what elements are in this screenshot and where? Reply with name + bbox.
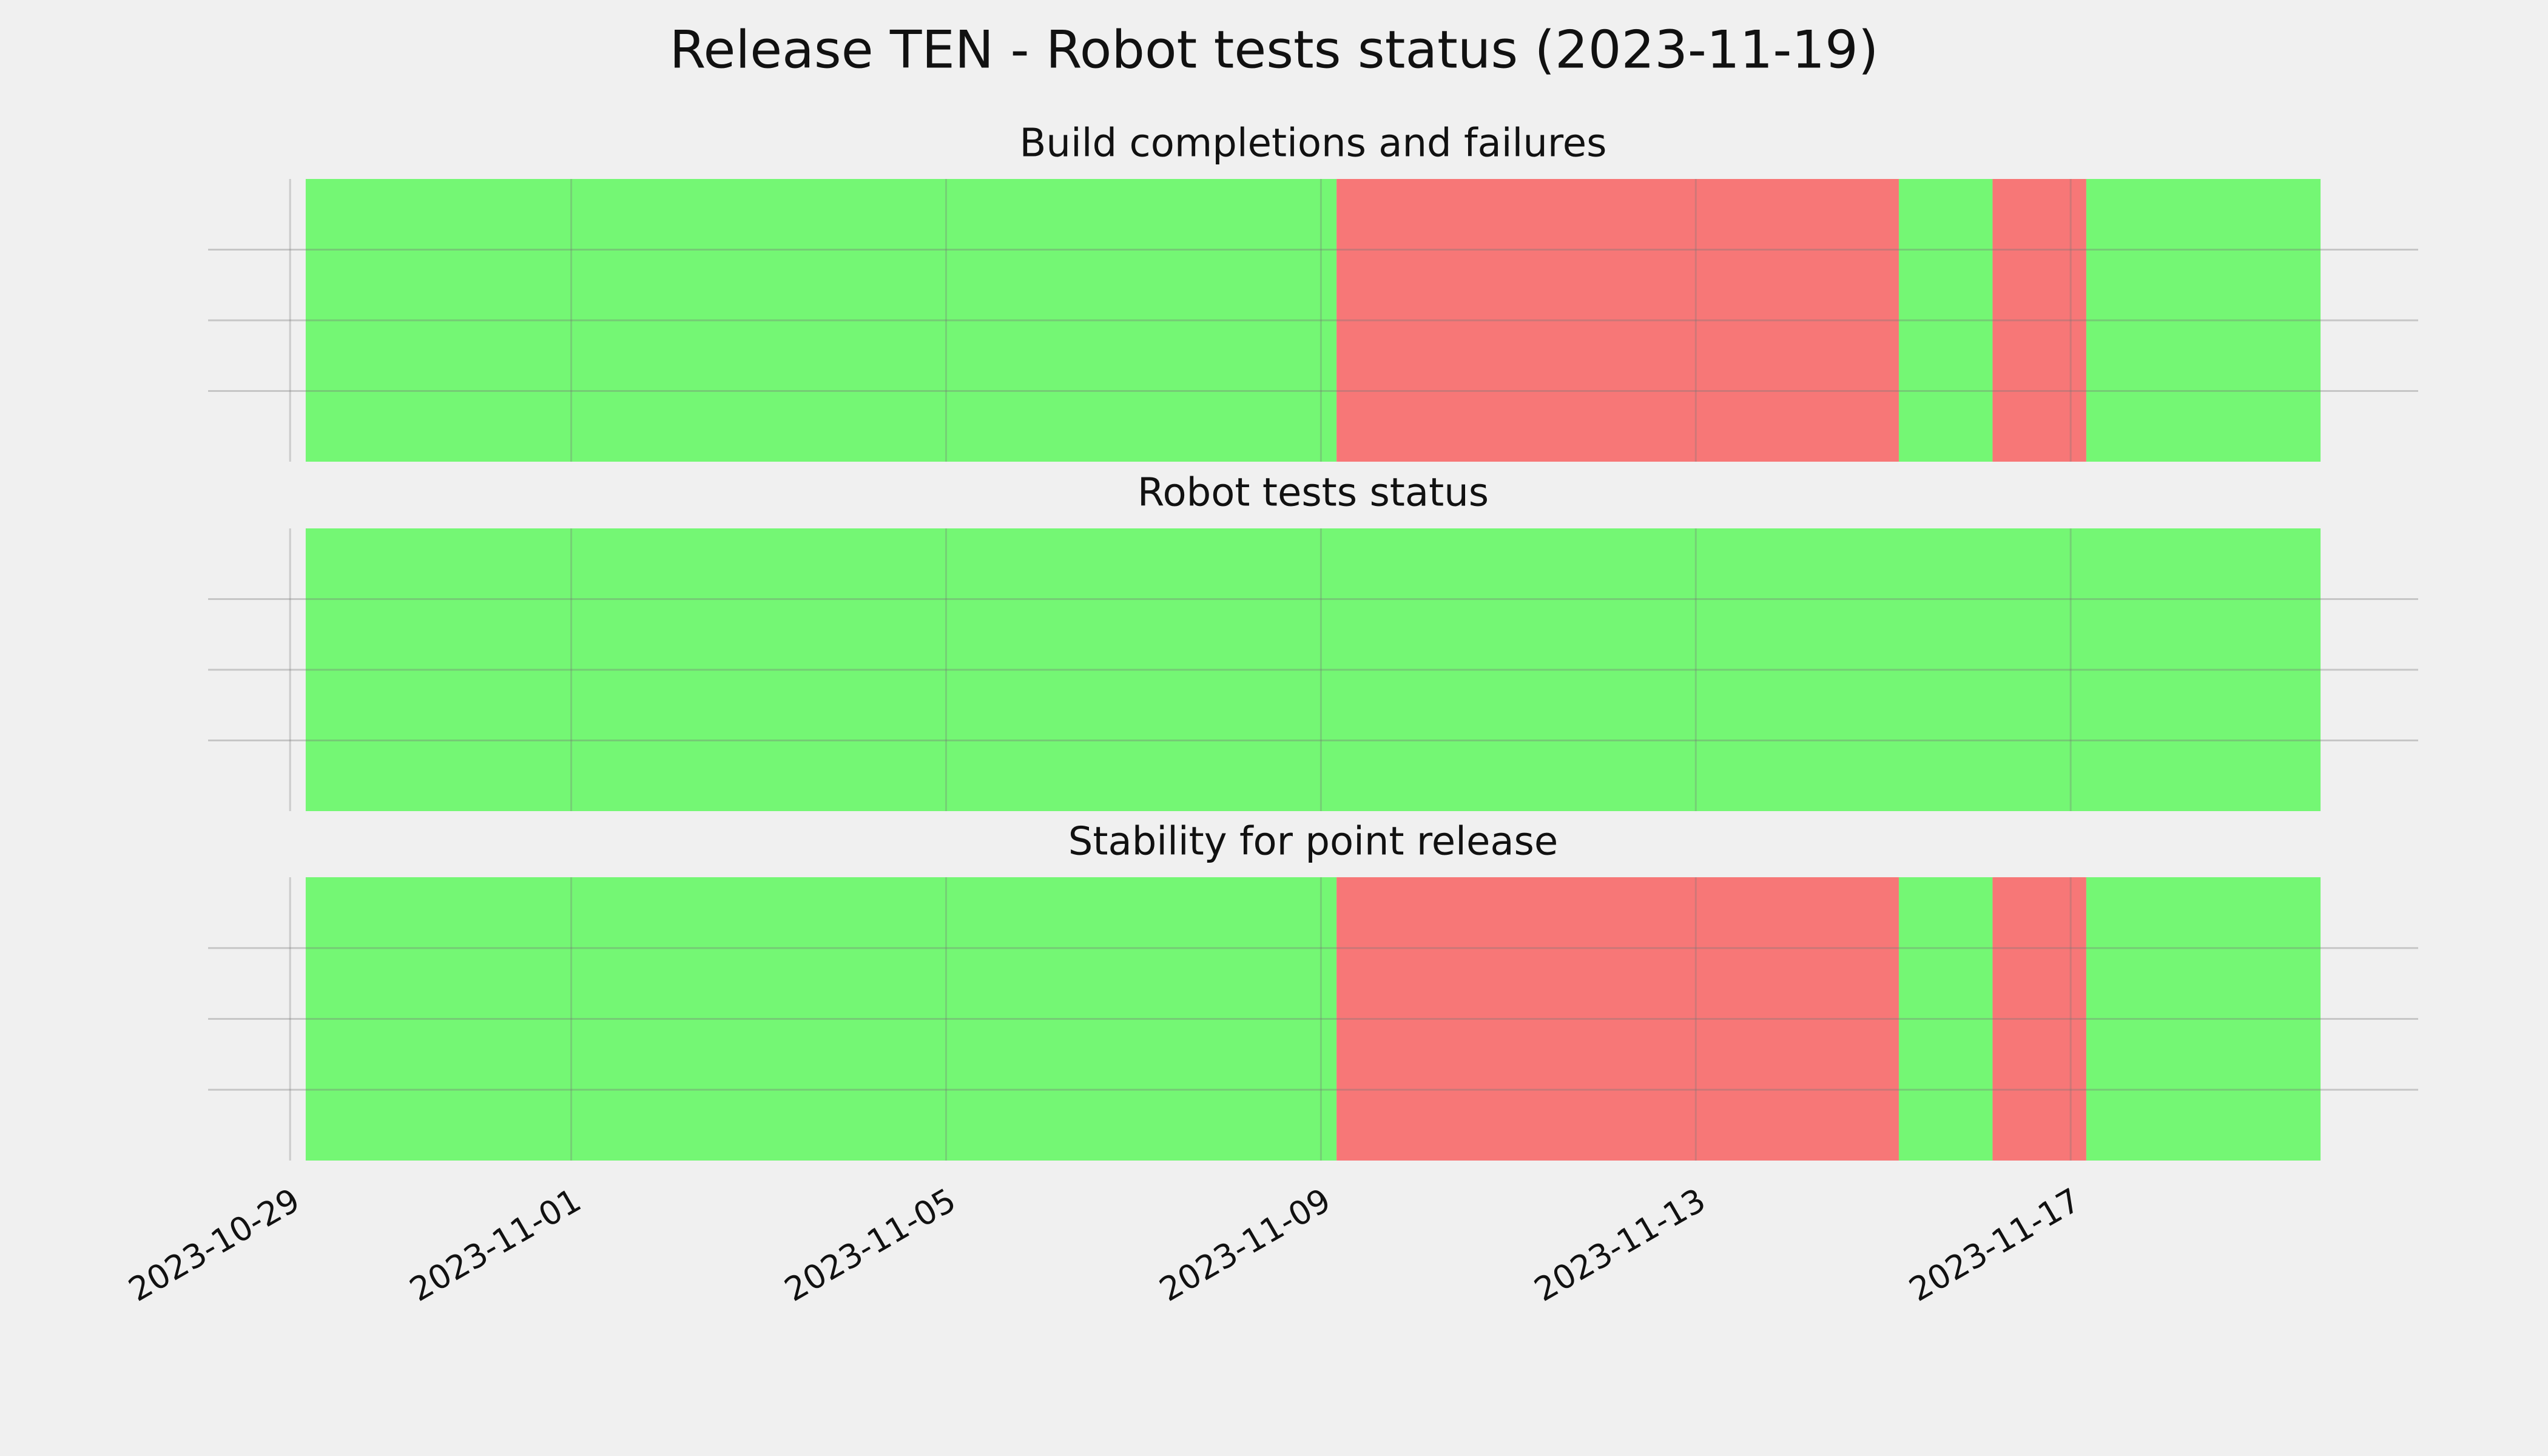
status-span [1898, 877, 1993, 1161]
status-span [305, 877, 1337, 1161]
status-span [1992, 877, 2086, 1161]
chart-title: Release TEN - Robot tests status (2023-1… [670, 19, 1879, 80]
status-span [1992, 179, 2086, 462]
panel-title: Stability for point release [1068, 820, 1559, 864]
status-span [1336, 179, 1899, 462]
status-span [1336, 877, 1899, 1161]
panel-title: Build completions and failures [1020, 121, 1607, 166]
status-span [305, 179, 1337, 462]
panel-title: Robot tests status [1138, 471, 1489, 516]
status-span [2086, 179, 2321, 462]
status-span [305, 528, 2321, 811]
status-span [1898, 179, 1993, 462]
status-span [2086, 877, 2321, 1161]
